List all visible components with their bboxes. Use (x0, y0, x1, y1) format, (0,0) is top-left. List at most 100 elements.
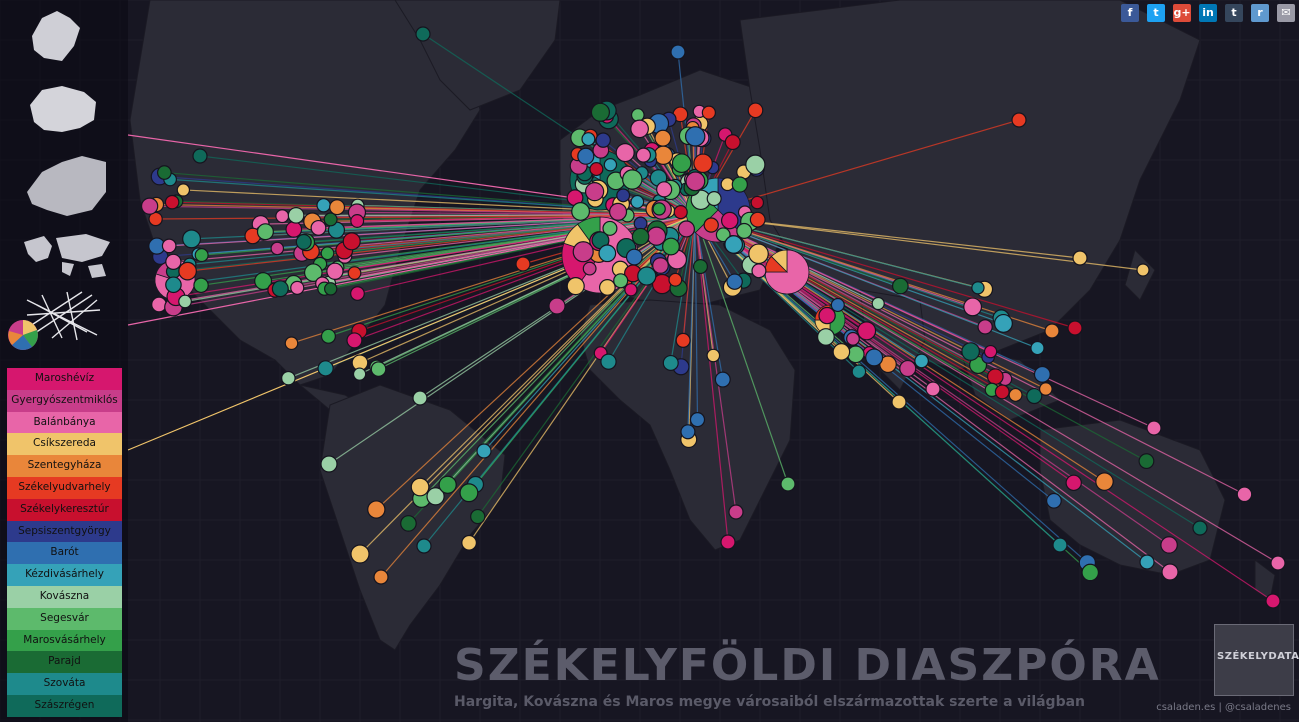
destination-circle[interactable] (346, 332, 363, 349)
legend-item[interactable]: Szováta (7, 673, 122, 695)
destination-circle[interactable] (670, 44, 686, 60)
destination-circle[interactable] (662, 237, 680, 256)
destination-circle[interactable] (851, 364, 867, 380)
facebook-icon[interactable]: f (1121, 4, 1139, 22)
google-plus-icon[interactable]: g+ (1173, 4, 1191, 22)
destination-circle[interactable] (598, 244, 617, 263)
destination-circle[interactable] (662, 354, 679, 371)
destination-circle[interactable] (693, 153, 713, 174)
destination-circle[interactable] (622, 169, 643, 190)
destination-circle[interactable] (871, 296, 885, 311)
legend-item[interactable]: Székelykeresztúr (7, 498, 122, 521)
destination-circle[interactable] (140, 197, 159, 215)
destination-circle[interactable] (148, 211, 163, 227)
legend-item[interactable]: Székelyudvarhely (7, 476, 122, 499)
legend-item[interactable]: Kézdivásárhely (7, 564, 122, 586)
destination-circle[interactable] (673, 204, 688, 220)
destination-circle[interactable] (1011, 112, 1027, 128)
destination-circle[interactable] (899, 359, 917, 378)
destination-circle[interactable] (652, 257, 669, 274)
destination-circle[interactable] (165, 276, 182, 294)
destination-circle[interactable] (1067, 320, 1083, 336)
email-icon[interactable]: ✉ (1277, 4, 1295, 22)
destination-circle[interactable] (566, 277, 585, 296)
destination-circle[interactable] (284, 336, 299, 351)
destination-circle[interactable] (476, 443, 492, 459)
destination-circle[interactable] (701, 105, 716, 120)
twitter-icon[interactable]: t (1147, 4, 1165, 22)
destination-circle[interactable] (400, 515, 417, 532)
destination-circle[interactable] (350, 214, 365, 228)
destination-circle[interactable] (706, 191, 722, 207)
destination-circle[interactable] (692, 259, 708, 275)
destination-circle[interactable] (857, 321, 877, 341)
destination-circle[interactable] (323, 212, 338, 227)
destination-circle[interactable] (1065, 474, 1082, 492)
destination-circle[interactable] (624, 283, 638, 297)
destination-circle[interactable] (577, 147, 595, 165)
destination-circle[interactable] (1039, 382, 1053, 396)
destination-circle[interactable] (1044, 323, 1060, 339)
destination-circle[interactable] (584, 181, 605, 202)
view-thumb-szekelyfold[interactable] (22, 6, 90, 68)
destination-circle[interactable] (925, 381, 941, 397)
destination-circle[interactable] (193, 277, 209, 294)
destination-circle[interactable] (865, 348, 884, 367)
destination-circle[interactable] (613, 273, 629, 289)
destination-circle[interactable] (625, 248, 643, 266)
destination-circle[interactable] (275, 209, 290, 224)
legend-item[interactable]: Segesvár (7, 607, 122, 630)
destination-circle[interactable] (156, 165, 172, 180)
destination-circle[interactable] (745, 154, 766, 175)
destination-circle[interactable] (1236, 486, 1253, 503)
destination-circle[interactable] (724, 134, 741, 151)
destination-circle[interactable] (317, 360, 334, 377)
destination-circle[interactable] (656, 181, 673, 198)
destination-circle[interactable] (571, 202, 591, 221)
destination-circle[interactable] (731, 176, 748, 193)
credit-link[interactable]: csaladen.es | @csaladenes (1156, 702, 1291, 713)
destination-circle[interactable] (281, 370, 296, 386)
legend-item[interactable]: Maroshévíz (7, 368, 122, 390)
destination-circle[interactable] (685, 171, 706, 192)
destination-circle[interactable] (846, 345, 865, 364)
destination-circle[interactable] (706, 348, 721, 363)
tumblr-icon[interactable]: t (1225, 4, 1243, 22)
destination-circle[interactable] (1161, 563, 1179, 581)
destination-circle[interactable] (1146, 420, 1162, 436)
destination-circle[interactable] (961, 342, 980, 361)
destination-circle[interactable] (677, 220, 695, 238)
destination-circle[interactable] (726, 273, 743, 290)
destination-circle[interactable] (329, 199, 346, 216)
destination-circle[interactable] (1052, 537, 1068, 553)
destination-circle[interactable] (615, 143, 635, 163)
destination-circle[interactable] (750, 195, 765, 210)
destination-circle[interactable] (1026, 387, 1043, 405)
destination-circle[interactable] (342, 232, 361, 251)
destination-circle[interactable] (459, 483, 479, 503)
destination-circle[interactable] (971, 281, 985, 295)
destination-pie[interactable] (764, 249, 810, 295)
legend-item[interactable]: Sepsiszentgyörgy (7, 520, 122, 543)
destination-circle[interactable] (832, 343, 851, 361)
destination-circle[interactable] (470, 508, 486, 525)
view-thumb-pie[interactable] (6, 318, 40, 352)
destination-circle[interactable] (320, 246, 335, 261)
destination-circle[interactable] (1270, 555, 1286, 571)
destination-circle[interactable] (1160, 536, 1178, 554)
destination-circle[interactable] (320, 455, 338, 473)
legend-item[interactable]: Parajd (7, 651, 122, 674)
legend-item[interactable]: Csíkszereda (7, 433, 122, 456)
destination-circle[interactable] (986, 368, 1004, 385)
destination-circle[interactable] (415, 26, 431, 42)
destination-circle[interactable] (285, 221, 303, 238)
destination-circle[interactable] (914, 353, 929, 369)
view-thumb-lines[interactable] (22, 290, 102, 342)
destination-circle[interactable] (548, 297, 566, 315)
destination-circle[interactable] (151, 296, 167, 313)
destination-circle[interactable] (295, 233, 312, 250)
destination-circle[interactable] (1030, 340, 1045, 356)
destination-circle[interactable] (316, 198, 331, 213)
destination-circle[interactable] (164, 194, 180, 210)
destination-circle[interactable] (728, 504, 744, 520)
